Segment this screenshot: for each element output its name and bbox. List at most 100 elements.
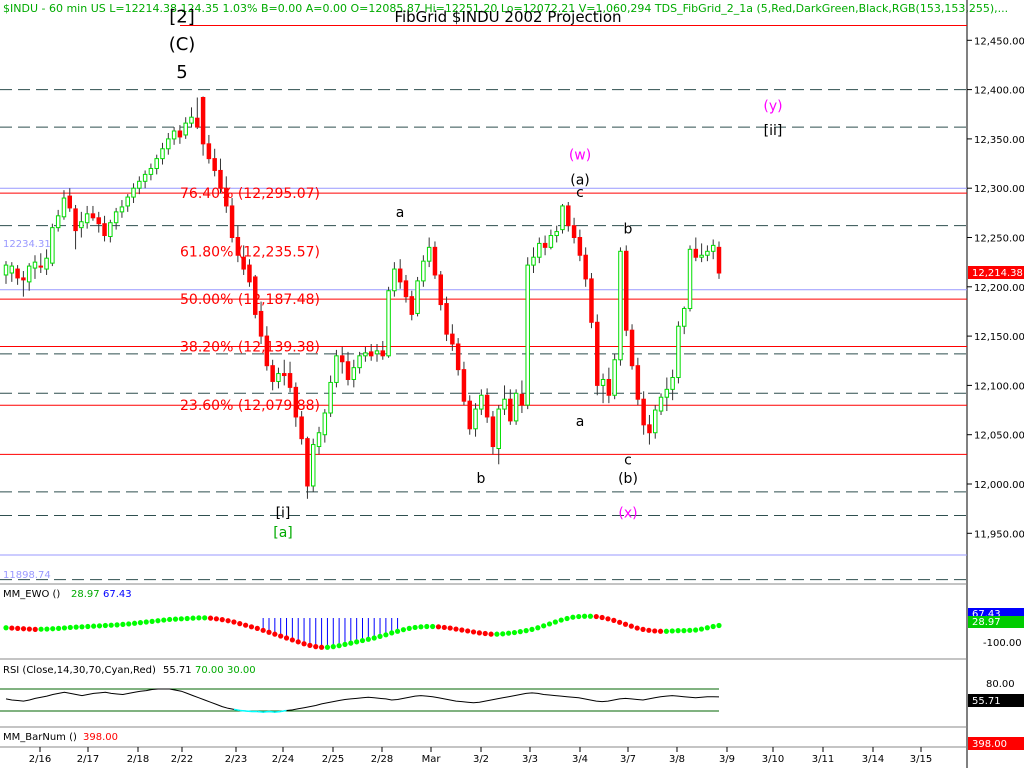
wave-label: b (624, 222, 633, 238)
candle-body (310, 444, 316, 487)
ewo-dot (646, 627, 652, 633)
ewo-dot (488, 631, 494, 637)
ewo-dot (447, 625, 453, 631)
candle-body (537, 242, 542, 258)
ewo-dot (640, 626, 646, 632)
candle-body (363, 352, 368, 357)
price-tick-label: 12,050.00 (974, 431, 1024, 442)
ewo-dot (67, 624, 73, 631)
rsi-label: RSI (Close,14,30,70,Cyan,Red) (3, 665, 156, 676)
candle-body (351, 367, 357, 380)
candle-body (525, 264, 530, 406)
candle-body (450, 333, 455, 345)
rsi-badge (968, 694, 1024, 707)
ewo-dot (354, 639, 360, 645)
candle-body (508, 398, 513, 422)
candle-body (426, 246, 432, 262)
ewo-dot (494, 631, 500, 637)
candle-body (79, 221, 84, 229)
ewo-dot (307, 642, 313, 648)
ewo-dot (102, 622, 108, 629)
ewo-dot (167, 616, 173, 623)
candle-body (264, 335, 270, 367)
rsi-value-3: 30.00 (227, 665, 256, 676)
candle-body (32, 261, 38, 269)
ewo-value-2: 67.43 (103, 589, 132, 600)
rsi-oversold-segment (257, 710, 264, 713)
rsi-value-1: 55.71 (163, 665, 192, 676)
ewo-dot (599, 614, 605, 621)
ewo-dot (266, 629, 272, 635)
ewo-dot (225, 618, 231, 624)
ewo-dot (523, 628, 529, 634)
candle-body (84, 213, 90, 224)
candle-body (21, 277, 26, 281)
wave-label: (w) (569, 148, 591, 164)
time-tick-label: 2/16 (29, 754, 51, 765)
ewo-dot (517, 629, 523, 635)
candle-body (374, 350, 380, 355)
ewo-dot (120, 621, 126, 628)
rsi-axis-label: 80.00 (986, 679, 1015, 690)
candle-body (189, 116, 194, 124)
ewo-dot (698, 626, 705, 632)
candle-body (548, 235, 554, 248)
time-tick-label: 3/11 (812, 754, 834, 765)
fib-grid-lines (0, 25, 967, 581)
time-tick-label: 2/18 (127, 754, 149, 765)
candle-body (566, 205, 571, 227)
candle-body (61, 197, 67, 218)
ewo-dot (581, 613, 588, 619)
candle-body (253, 276, 258, 315)
wave-label: 5 (176, 62, 187, 83)
ewo-dot (459, 627, 465, 633)
ewo-dot (558, 617, 564, 623)
price-tick-label: 12,250.00 (974, 234, 1024, 245)
ewo-dot (149, 618, 155, 624)
ewo-dot (50, 626, 56, 632)
ewo-dot (260, 627, 266, 633)
ewo-dot (476, 630, 482, 636)
rsi-oversold-segment (268, 710, 275, 713)
candle-body (641, 398, 646, 426)
ewo-dot (184, 615, 190, 622)
time-tick-label: 2/22 (171, 754, 193, 765)
candle-body (676, 325, 681, 379)
ewo-dot (564, 615, 570, 622)
candle-body (484, 394, 490, 418)
ewo-dot (710, 623, 716, 630)
time-tick-label: 3/4 (572, 754, 588, 765)
ewo-dot (61, 625, 68, 631)
ewo-value-1: 28.97 (71, 589, 100, 600)
candle-body (241, 256, 246, 270)
ewo-dot (283, 635, 290, 641)
price-tick-label: 12,450.00 (974, 36, 1024, 47)
ewo-dot (435, 624, 442, 630)
time-tick-label: 3/7 (620, 754, 636, 765)
ewo-dot (465, 628, 471, 634)
ewo-dot (219, 617, 225, 623)
candle-body (432, 246, 438, 276)
ewo-badge-bottom (968, 616, 1024, 628)
rsi-oversold-segment (263, 710, 270, 713)
ewo-dot (412, 624, 418, 631)
candle-body (15, 268, 20, 279)
candle-body (229, 205, 235, 238)
ewo-dot (114, 622, 120, 628)
ewo-dot (126, 621, 132, 627)
wave-label: a (576, 414, 585, 430)
ewo-dot (336, 643, 342, 649)
ewo-dot (511, 629, 518, 636)
candle-body (577, 237, 583, 256)
candle-body (595, 321, 600, 386)
ewo-dot (716, 622, 722, 629)
ewo-dot (178, 616, 184, 622)
ewo-dot (9, 625, 15, 631)
wave-label: [a] (273, 525, 293, 541)
ewo-dot (32, 626, 38, 632)
left-value-upper: 12234.31 (3, 239, 51, 250)
ewo-badge-bottom-label: 28.97 (972, 617, 1001, 628)
ewo-dot (482, 630, 488, 637)
ewo-dot (506, 630, 512, 636)
